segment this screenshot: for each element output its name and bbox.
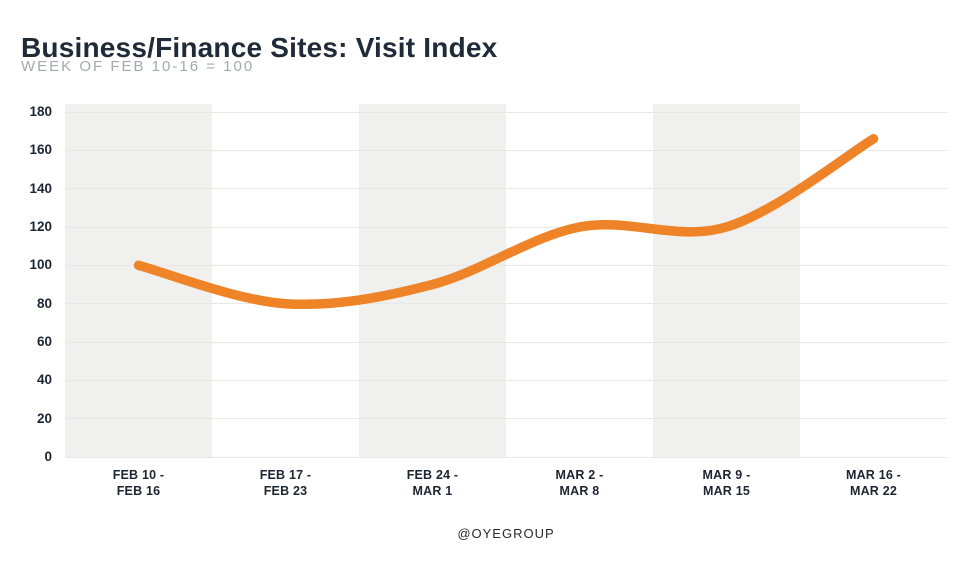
gridline [65,149,947,151]
gridline [65,341,947,343]
y-tick-label: 140 [29,180,52,196]
gridline [65,379,947,381]
x-tick-label: FEB 24 - MAR 1 [359,467,506,499]
x-tick-label: FEB 17 - FEB 23 [212,467,359,499]
x-tick-line: MAR 8 [559,484,600,498]
x-tick-line: MAR 1 [412,484,453,498]
x-tick-line: MAR 15 [702,484,751,498]
gridline [65,418,947,420]
y-tick-label: 180 [29,104,52,119]
x-tick-line: FEB 17 - [259,468,312,482]
trend-line-path [133,134,879,310]
x-tick-line: MAR 2 - [555,468,604,482]
x-tick-label: MAR 2 - MAR 8 [506,467,653,499]
x-tick-line: MAR 16 - [845,468,902,482]
y-tick-label: 60 [36,334,52,349]
trend-line [133,134,879,310]
x-tick-line: FEB 23 [263,484,308,498]
gridline [65,188,947,190]
plot-band [653,104,800,457]
credit-handle: @OYEGROUP [457,526,555,541]
plot-area [65,104,947,458]
y-tick-label: 0 [44,449,52,464]
x-tick-line: FEB 24 - [406,468,459,482]
x-tick-label: MAR 9 - MAR 15 [653,467,800,499]
x-tick-label: MAR 16 - MAR 22 [800,467,947,499]
y-tick-label: 160 [29,142,52,158]
chart-title: Business/Finance Sites: Visit Index [21,31,498,63]
y-tick-label: 120 [29,219,52,234]
x-tick-line: MAR 22 [849,484,898,498]
y-tick-label: 80 [36,295,52,311]
x-tick-line: FEB 10 - [112,468,165,482]
gridline [65,111,947,113]
gridline [65,226,947,228]
x-tick-line: MAR 9 - [702,468,751,482]
gridline [65,456,947,458]
x-tick-line: FEB 16 [116,484,161,498]
y-tick-label: 20 [36,410,52,426]
gridline [65,264,947,266]
y-tick-label: 100 [29,257,52,273]
x-tick-label: FEB 10 - FEB 16 [65,467,212,499]
y-tick-label: 40 [36,372,52,388]
chart-subtitle: WEEK OF FEB 10-16 = 100 [21,58,255,75]
gridline [65,303,947,305]
